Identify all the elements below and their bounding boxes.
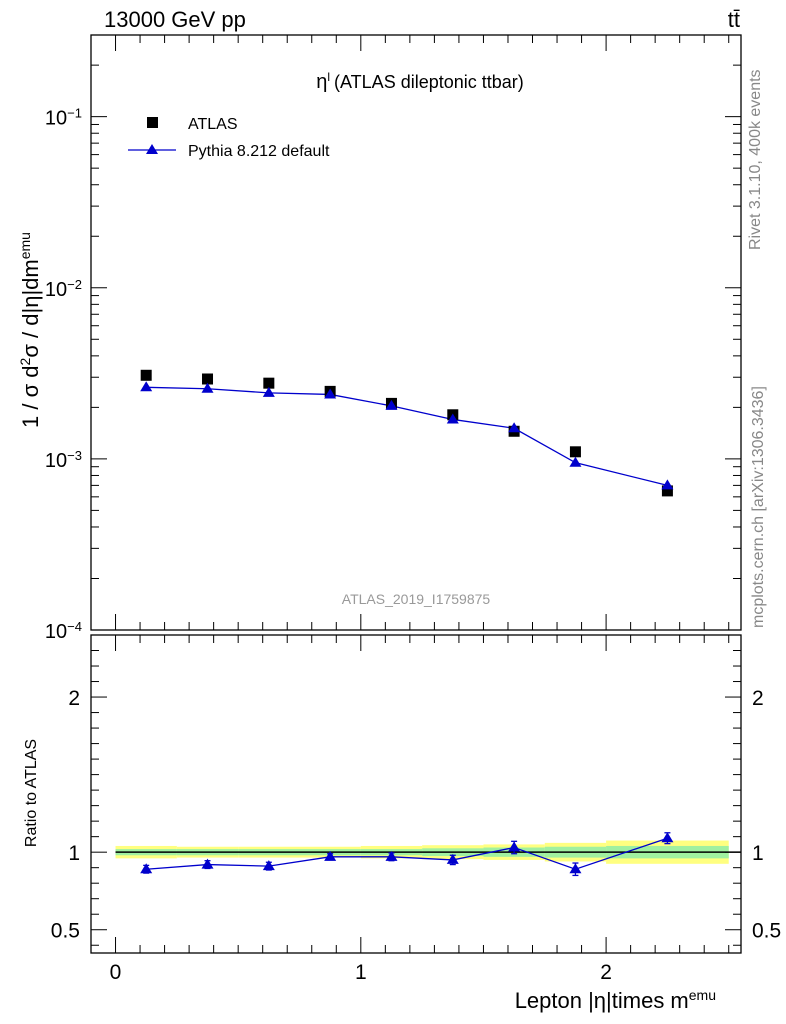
atlas-data-point xyxy=(263,377,275,389)
mcplots-label: mcplots.cern.ch [arXiv:1306.3436] xyxy=(750,386,767,628)
ratio-data-point xyxy=(446,853,459,864)
ratio-panel-frame xyxy=(90,634,742,954)
legend: ATLAS Pythia 8.212 default xyxy=(128,116,330,160)
ratio-y-axis-label: Ratio to ATLAS xyxy=(23,739,40,847)
ratio-data-point xyxy=(385,850,398,861)
energy-label: 13000 GeV pp xyxy=(104,7,246,32)
atlas-data-point xyxy=(569,446,581,458)
y-tick-label: 10−3 xyxy=(45,447,82,472)
ratio-y-tick-label-right: 0.5 xyxy=(752,920,781,943)
ratio-y-tick-label-left: 0.5 xyxy=(51,920,80,943)
pythia-data-point xyxy=(661,479,674,490)
ratio-y-tick-label-left: 2 xyxy=(68,687,80,710)
pythia-data-point xyxy=(324,388,337,399)
pythia-data-point xyxy=(140,381,153,392)
legend-atlas-marker xyxy=(147,117,158,128)
ratio-data-point xyxy=(201,858,214,869)
ratio-data-point xyxy=(140,863,153,874)
x-tick-label: 1 xyxy=(355,961,367,984)
x-axis-label: Lepton |η|times memu xyxy=(515,987,716,1013)
pythia-data-point xyxy=(569,456,582,467)
pythia-line xyxy=(146,386,668,487)
legend-atlas-label: ATLAS xyxy=(188,116,238,133)
ratio-y-tick-label-right: 2 xyxy=(752,687,764,710)
x-tick-label: 0 xyxy=(110,961,122,984)
pythia-data-point xyxy=(262,386,275,397)
rivet-version-label: Rivet 3.1.10, 400k events xyxy=(747,69,764,250)
pythia-data-point xyxy=(201,382,214,393)
x-tick-label: 2 xyxy=(600,961,612,984)
ratio-data-point xyxy=(661,832,674,843)
atlas-data-point xyxy=(202,373,214,385)
y-tick-label: 10−1 xyxy=(45,105,82,130)
analysis-id-label: ATLAS_2019_I1759875 xyxy=(342,591,491,607)
atlas-data-point xyxy=(661,485,673,497)
ratio-data-point xyxy=(508,841,521,852)
pythia-data-point xyxy=(446,413,459,424)
ratio-y-tick-label-right: 1 xyxy=(752,842,764,865)
ratio-data-point xyxy=(324,850,337,861)
main-y-axis-label: 1 / σ d2σ / d|η|dmemu xyxy=(17,232,43,428)
plot-title: ηl (ATLAS dileptonic ttbar) xyxy=(316,70,524,93)
process-label: tt̄ xyxy=(728,7,740,32)
legend-pythia-marker xyxy=(146,144,158,154)
chart-marks: 0 1 2 10−4 10−3 10−2 10−1 0.5 0.5 1 1 2 2 xyxy=(45,34,781,984)
pythia-data-point xyxy=(385,399,398,410)
y-tick-label: 10−4 xyxy=(45,619,82,644)
ratio-y-tick-label-left: 1 xyxy=(68,842,80,865)
y-tick-label: 10−2 xyxy=(45,276,82,301)
atlas-data-point xyxy=(140,369,152,381)
legend-pythia-label: Pythia 8.212 default xyxy=(188,143,330,160)
ratio-data-point xyxy=(262,860,275,871)
pythia-data-point xyxy=(508,422,521,433)
main-panel-frame xyxy=(90,34,742,631)
ratio-data-point xyxy=(569,863,582,874)
